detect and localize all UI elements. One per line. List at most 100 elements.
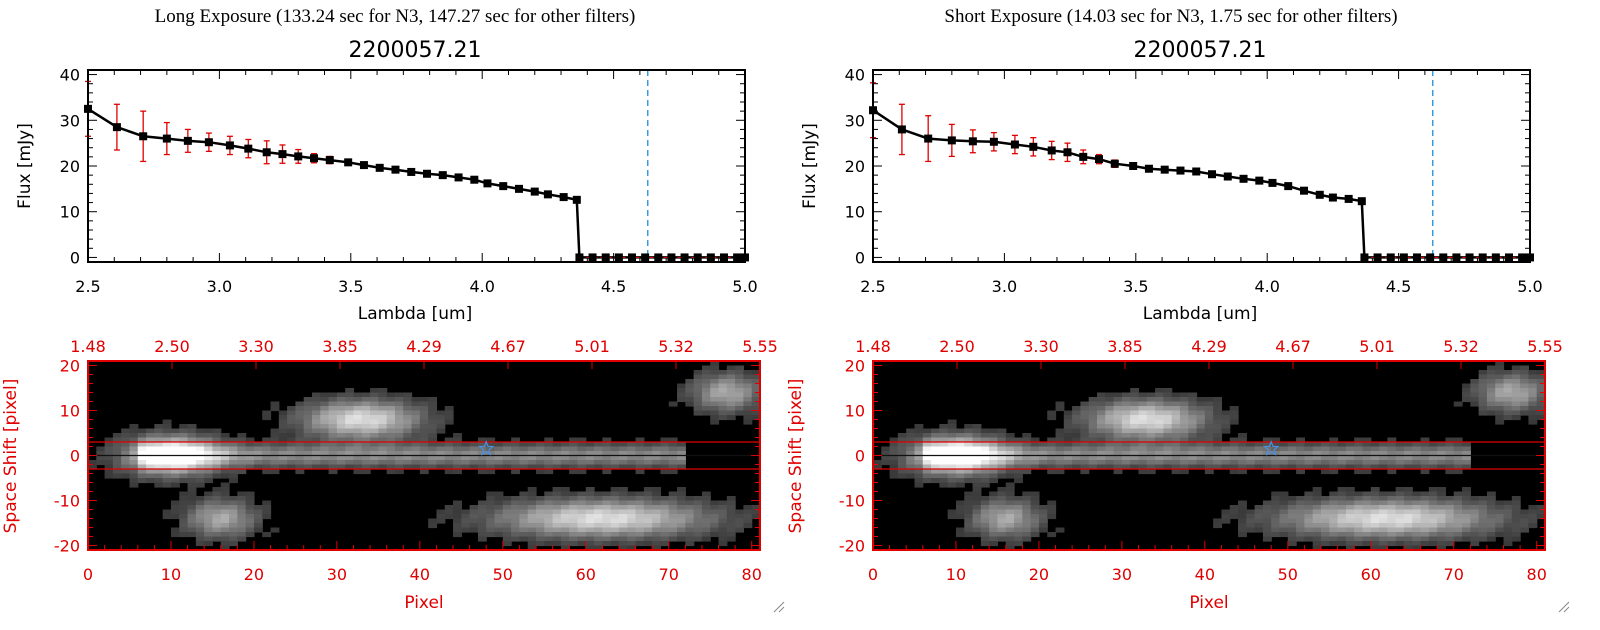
image-pixel (1196, 446, 1206, 452)
image-pixel (989, 509, 999, 515)
image-pixel (964, 532, 974, 538)
image-pixel (1072, 455, 1082, 461)
image-pixel (295, 428, 305, 434)
image-pixel (1138, 392, 1148, 398)
image-pixel (245, 446, 255, 452)
image-pixel (1321, 442, 1330, 448)
image-pixel (964, 433, 974, 439)
top-tick-label: 5.01 (1359, 337, 1395, 356)
image-pixel (668, 532, 678, 538)
image-pixel (594, 545, 603, 551)
image-pixel (1345, 518, 1355, 524)
image-pixel (394, 455, 404, 461)
image-pixel (403, 433, 413, 439)
image-pixel (1420, 451, 1430, 457)
image-pixel (345, 419, 355, 425)
image-pixel (939, 478, 949, 484)
image-pixel (502, 464, 512, 470)
image-pixel (1080, 446, 1090, 452)
image-pixel (1495, 379, 1505, 385)
image-pixel (187, 527, 197, 533)
image-pixel (1221, 518, 1231, 524)
image-pixel (939, 446, 949, 452)
image-pixel (1213, 451, 1223, 457)
image-pixel (997, 464, 1007, 470)
image-pixel (1370, 509, 1380, 515)
image-pixel (1005, 505, 1015, 511)
image-pixel (1395, 464, 1405, 470)
image-pixel (428, 442, 438, 448)
image-pixel (137, 446, 147, 452)
image-pixel (1163, 428, 1173, 434)
image-pixel (1329, 437, 1339, 443)
data-point (1439, 253, 1448, 262)
image-pixel (701, 514, 711, 520)
x-tick-label: 30 (327, 565, 347, 584)
image-pixel (1146, 433, 1156, 439)
image-pixel (1179, 451, 1189, 457)
image-pixel (610, 451, 620, 457)
image-pixel (386, 437, 396, 443)
image-pixel (179, 527, 189, 533)
image-pixel (577, 536, 587, 542)
image-pixel (1155, 464, 1164, 470)
image-pixel (1213, 419, 1223, 425)
image-pixel (295, 406, 305, 412)
image-pixel (287, 455, 297, 461)
image-pixel (1063, 451, 1073, 457)
image-pixel (1296, 514, 1306, 520)
image-pixel (154, 460, 164, 466)
image-pixel (204, 446, 214, 452)
image-pixel (370, 406, 379, 412)
image-pixel (1221, 410, 1231, 416)
image-pixel (1014, 523, 1023, 529)
image-pixel (939, 437, 949, 443)
image-pixel (154, 455, 164, 461)
image-pixel (972, 437, 982, 443)
image-pixel (179, 460, 189, 466)
image-pixel (1420, 518, 1430, 524)
image-pixel (411, 446, 421, 452)
image-pixel (403, 424, 413, 430)
image-pixel (1005, 532, 1015, 538)
image-pixel (1536, 406, 1546, 412)
image-pixel (1329, 460, 1339, 466)
image-pixel (1221, 419, 1231, 425)
image-pixel (121, 433, 131, 439)
image-pixel (361, 460, 371, 466)
image-pixel (610, 536, 620, 542)
data-point (897, 125, 906, 134)
image-pixel (710, 388, 720, 394)
image-pixel (1271, 442, 1281, 448)
image-pixel (229, 505, 238, 511)
image-pixel (287, 433, 297, 439)
image-pixel (914, 478, 924, 484)
image-pixel (1014, 514, 1023, 520)
image-pixel (469, 518, 479, 524)
image-pixel (229, 473, 238, 479)
y-tick-label: 10 (845, 203, 865, 222)
image-pixel (1362, 505, 1372, 511)
image-pixel (187, 505, 197, 511)
image-pixel (403, 460, 413, 466)
image-pixel (906, 473, 916, 479)
image-pixel (1155, 397, 1164, 403)
image-pixel (1146, 442, 1156, 448)
image-pixel (419, 410, 429, 416)
data-point (294, 152, 303, 161)
image-pixel (1528, 379, 1538, 385)
image-pixel (1238, 523, 1247, 529)
image-pixel (635, 541, 645, 547)
image-pixel (618, 509, 628, 515)
image-pixel (320, 401, 330, 407)
image-pixel (701, 397, 711, 403)
data-point (719, 253, 728, 262)
image-pixel (569, 446, 579, 452)
image-pixel (743, 406, 753, 412)
image-pixel (1462, 392, 1471, 398)
image-pixel (1478, 406, 1488, 412)
image-pixel (677, 496, 686, 502)
image-pixel (1437, 514, 1447, 520)
image-pixel (1437, 541, 1447, 547)
image-pixel (594, 496, 603, 502)
